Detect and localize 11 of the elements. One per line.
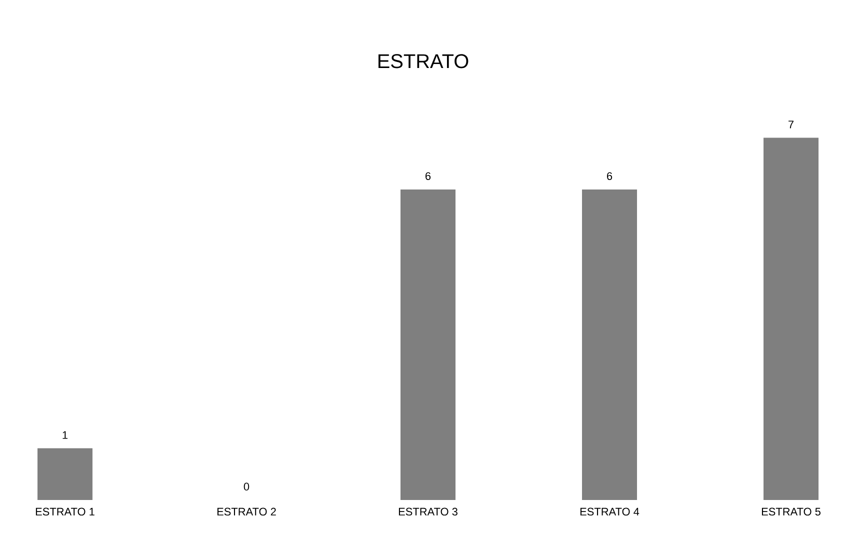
x-tick-label: ESTRATO 2	[217, 508, 276, 516]
chart-title: ESTRATO	[378, 54, 468, 68]
data-label: 7	[788, 120, 794, 128]
data-label: 6	[607, 172, 612, 180]
data-label: 0	[244, 482, 250, 491]
x-tick-label: ESTRATO 5	[762, 508, 820, 516]
data-label: 1	[62, 431, 68, 439]
x-tick-label: ESTRATO 4	[580, 508, 640, 516]
x-tick-label: ESTRATO 1	[36, 508, 94, 516]
data-label: 6	[426, 172, 431, 180]
x-tick-label: ESTRATO 3	[398, 508, 458, 516]
